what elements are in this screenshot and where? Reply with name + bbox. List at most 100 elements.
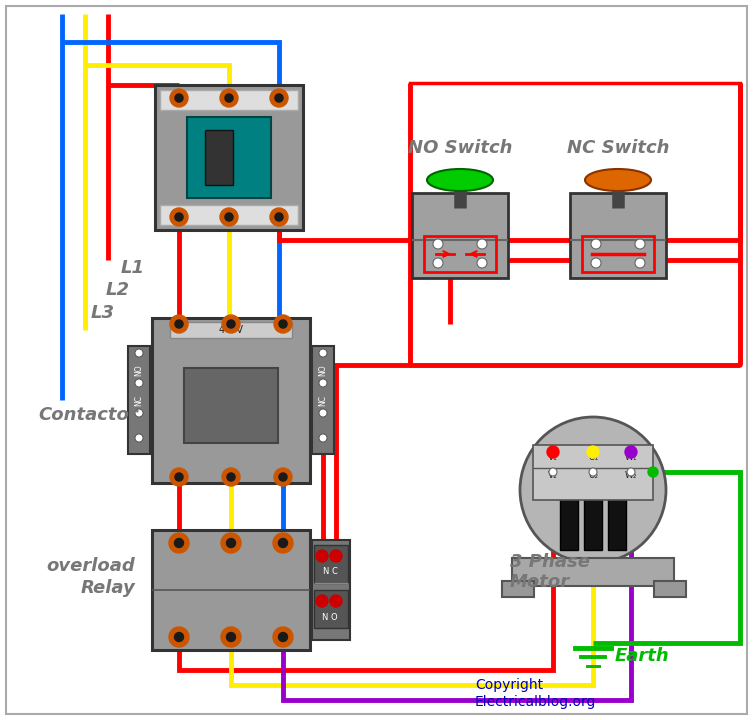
Ellipse shape <box>427 169 493 191</box>
Circle shape <box>625 446 637 458</box>
Text: N C: N C <box>322 567 337 577</box>
Text: V₂: V₂ <box>548 470 558 480</box>
Circle shape <box>433 258 443 268</box>
Circle shape <box>169 627 189 647</box>
Bar <box>152 318 310 483</box>
Bar <box>410 83 740 365</box>
Text: Motor: Motor <box>510 573 570 591</box>
Circle shape <box>433 239 443 249</box>
Text: U₁: U₁ <box>588 452 598 462</box>
Circle shape <box>635 258 645 268</box>
Circle shape <box>591 239 601 249</box>
Bar <box>582 236 654 272</box>
Text: NO: NO <box>135 364 144 376</box>
Text: NC: NC <box>135 395 144 405</box>
Circle shape <box>587 446 599 458</box>
Circle shape <box>135 409 143 417</box>
Bar <box>502 581 534 597</box>
Text: NO Switch: NO Switch <box>408 139 512 157</box>
Text: NC: NC <box>319 395 328 405</box>
Bar <box>560 495 578 550</box>
Circle shape <box>273 533 293 553</box>
Text: V₁: V₁ <box>548 452 558 462</box>
Circle shape <box>170 468 188 486</box>
Bar <box>160 205 298 225</box>
Circle shape <box>275 94 283 102</box>
Bar <box>170 322 292 338</box>
Circle shape <box>273 627 293 647</box>
Text: W₂: W₂ <box>625 470 637 480</box>
Bar <box>128 346 150 454</box>
Bar <box>424 236 496 272</box>
Circle shape <box>627 468 635 476</box>
Text: 440V: 440V <box>218 325 243 335</box>
Text: L1: L1 <box>121 259 145 277</box>
Circle shape <box>135 434 143 442</box>
Circle shape <box>316 550 328 562</box>
Bar <box>312 346 334 454</box>
Bar <box>205 130 233 185</box>
Text: N O: N O <box>322 613 338 621</box>
Circle shape <box>319 409 327 417</box>
Text: Copyright: Copyright <box>475 678 543 692</box>
Circle shape <box>175 473 183 481</box>
Bar <box>584 495 602 550</box>
Circle shape <box>635 239 645 249</box>
Bar <box>187 117 271 198</box>
Circle shape <box>221 533 241 553</box>
Text: W₁: W₁ <box>625 452 637 462</box>
Text: NO: NO <box>319 364 328 376</box>
Text: L2: L2 <box>106 281 130 299</box>
Circle shape <box>279 320 287 328</box>
Circle shape <box>549 468 557 476</box>
Bar <box>314 590 348 628</box>
Text: Relay: Relay <box>81 579 135 597</box>
Text: L3: L3 <box>91 304 115 322</box>
Circle shape <box>225 94 233 102</box>
Circle shape <box>316 595 328 607</box>
Text: overload: overload <box>46 557 135 575</box>
Circle shape <box>175 94 183 102</box>
Bar <box>312 540 350 640</box>
Circle shape <box>330 550 342 562</box>
Bar <box>155 85 303 230</box>
Circle shape <box>589 468 597 476</box>
Text: 3 Phase: 3 Phase <box>510 553 590 571</box>
Circle shape <box>279 539 288 547</box>
Circle shape <box>225 213 233 221</box>
Bar <box>654 581 686 597</box>
Circle shape <box>221 627 241 647</box>
Circle shape <box>222 468 240 486</box>
Circle shape <box>135 379 143 387</box>
Circle shape <box>477 239 487 249</box>
Circle shape <box>170 315 188 333</box>
Circle shape <box>170 89 188 107</box>
Text: Earth: Earth <box>615 647 669 665</box>
Circle shape <box>227 539 236 547</box>
Ellipse shape <box>585 169 651 191</box>
Circle shape <box>170 208 188 226</box>
Circle shape <box>319 434 327 442</box>
Text: Electricalblog.org: Electricalblog.org <box>475 695 596 709</box>
Circle shape <box>175 632 184 642</box>
Bar <box>608 495 626 550</box>
Circle shape <box>520 417 666 563</box>
Text: NC Switch: NC Switch <box>567 139 669 157</box>
Circle shape <box>222 315 240 333</box>
Text: Contactor: Contactor <box>38 406 138 424</box>
Bar <box>512 558 674 586</box>
Circle shape <box>227 320 235 328</box>
Circle shape <box>319 379 327 387</box>
Circle shape <box>175 213 183 221</box>
Bar <box>412 193 508 278</box>
Bar <box>533 445 653 500</box>
Bar <box>160 90 298 110</box>
Circle shape <box>227 473 235 481</box>
Circle shape <box>274 468 292 486</box>
Text: U₂: U₂ <box>588 470 598 480</box>
Circle shape <box>270 208 288 226</box>
Circle shape <box>220 208 238 226</box>
Circle shape <box>169 533 189 553</box>
Circle shape <box>330 595 342 607</box>
Circle shape <box>274 315 292 333</box>
